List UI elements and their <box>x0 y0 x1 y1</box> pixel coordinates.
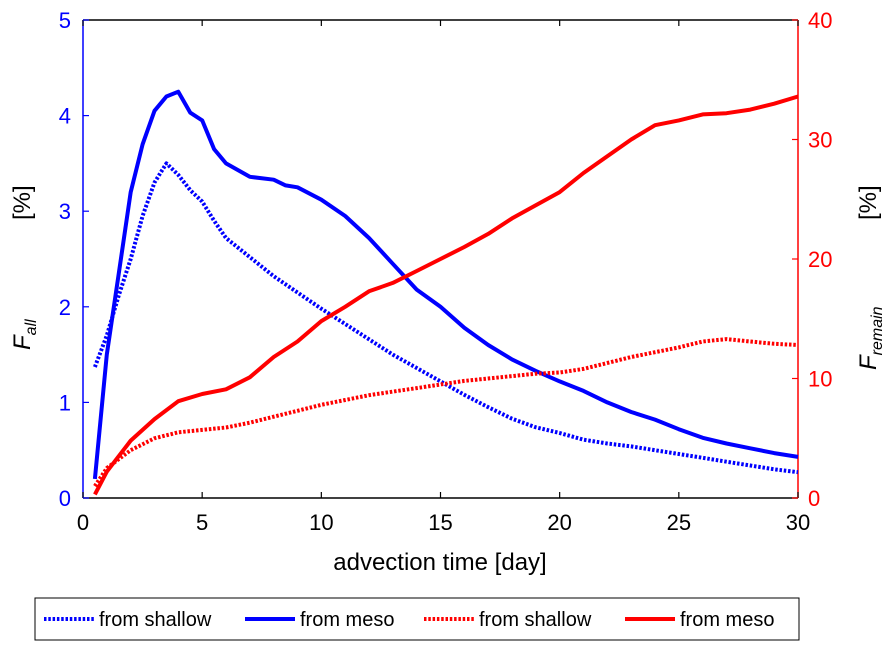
x-axis-label: advection time [day] <box>333 549 546 576</box>
right-y-tick-label: 20 <box>808 247 832 272</box>
x-tick-label: 0 <box>77 510 89 535</box>
x-tick-label: 15 <box>428 510 452 535</box>
legend-label-3: from shallow <box>479 609 592 631</box>
left-y-tick-label: 0 <box>59 486 71 511</box>
right-y-tick-label: 40 <box>808 8 832 33</box>
series-left-from-meso-line <box>92 89 799 480</box>
left-axis-label-unit: [%] <box>9 185 36 220</box>
data-series <box>92 89 799 496</box>
legend-label-1: from shallow <box>99 609 212 631</box>
right-axis-label-sub: remain <box>869 306 886 355</box>
right-y-tick-label: 30 <box>808 128 832 153</box>
right-axis-label: Fremain [%] <box>855 185 886 370</box>
series-left-from-shallow-line <box>93 161 799 475</box>
legend: from shallow from meso from shallow from… <box>34 597 800 641</box>
left-y-tick-label: 2 <box>59 295 71 320</box>
svg-text:Fremain: Fremain <box>855 306 886 370</box>
left-axis-label-main: F <box>9 334 36 350</box>
left-y-tick-label: 3 <box>59 199 71 224</box>
left-y-tick-label: 1 <box>59 390 71 415</box>
left-axis-label-sub: all <box>23 319 40 335</box>
series-right-from-shallow-line <box>93 337 799 488</box>
x-tick-label: 30 <box>786 510 810 535</box>
right-y-tick-label: 10 <box>808 367 832 392</box>
right-axis-label-unit: [%] <box>855 185 882 220</box>
left-y-tick-label: 4 <box>59 104 71 129</box>
series-right-from-meso-line <box>93 94 799 496</box>
x-tick-label: 5 <box>196 510 208 535</box>
x-tick-label: 20 <box>547 510 571 535</box>
x-axis-ticks: 0 5 10 15 20 25 30 <box>77 20 810 535</box>
right-y-tick-label: 0 <box>808 486 820 511</box>
right-y-axis-ticks: 0 10 20 30 40 <box>792 8 832 511</box>
left-y-tick-label: 5 <box>59 8 71 33</box>
legend-label-2: from meso <box>300 609 394 631</box>
svg-text:Fall: Fall <box>9 319 40 350</box>
right-axis-label-main: F <box>855 354 882 370</box>
legend-label-4: from meso <box>680 609 774 631</box>
x-tick-label: 10 <box>309 510 333 535</box>
left-y-axis-ticks: 0 1 2 3 4 5 <box>59 8 89 511</box>
x-tick-label: 25 <box>667 510 691 535</box>
left-axis-label: Fall [%] <box>9 185 40 350</box>
